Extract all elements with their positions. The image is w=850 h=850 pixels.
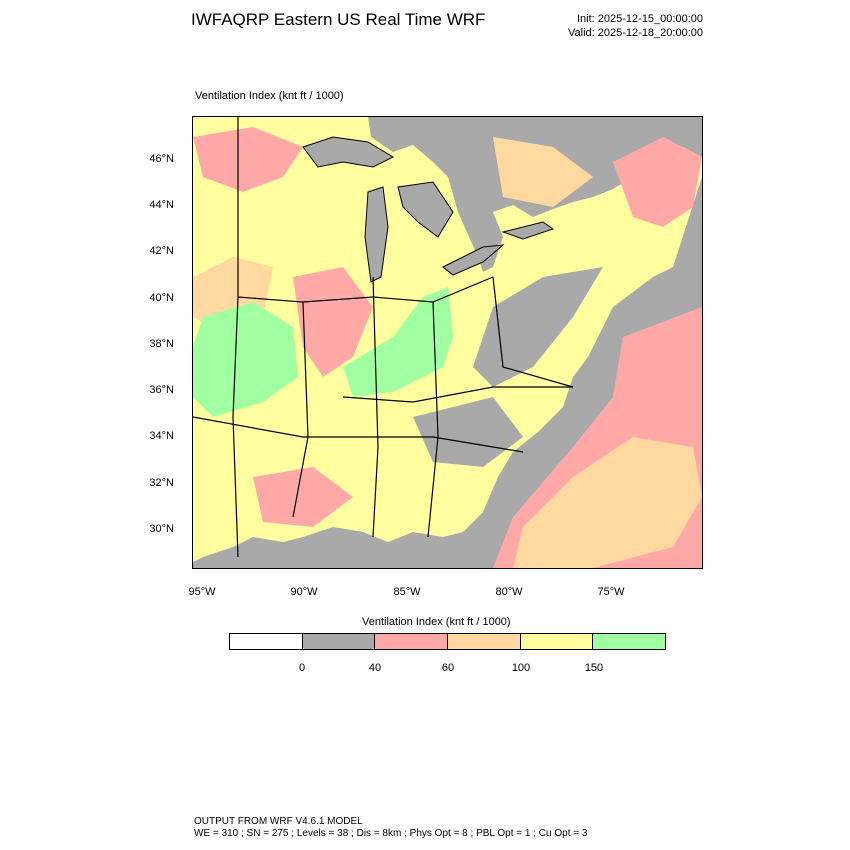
lat-label-46n: 46°N — [149, 153, 174, 165]
lon-label-95w: 95°W — [188, 586, 216, 598]
lake-ontario — [501, 221, 555, 240]
lat-label-44n: 44°N — [149, 199, 174, 211]
lat-label-30n: 30°N — [149, 523, 174, 535]
lat-label-34n: 34°N — [149, 430, 174, 442]
state-boundaries — [193, 117, 574, 558]
colorbar-label-40: 40 — [368, 662, 382, 674]
vi-0-40-southeast — [413, 397, 523, 467]
colorbar-label-0: 0 — [298, 662, 306, 674]
vi-40-60-northwest — [193, 127, 303, 192]
colorbar-segment-6 — [593, 634, 666, 649]
colorbar — [229, 633, 666, 650]
colorbar-title: Ventilation Index (knt ft / 1000) — [362, 616, 511, 628]
lon-label-80w: 80°W — [495, 586, 523, 598]
footer-model-line: OUTPUT FROM WRF V4.6.1 MODEL — [194, 816, 363, 827]
colorbar-label-150: 150 — [584, 662, 604, 674]
lon-label-90w: 90°W — [290, 586, 318, 598]
vi-40-60-central — [293, 267, 373, 377]
colorbar-segment-1 — [230, 634, 303, 649]
lake-michigan — [364, 186, 389, 283]
vi-60-100-canada — [493, 137, 593, 207]
vi-0-40-appalachian — [473, 267, 603, 387]
colorbar-segment-2 — [302, 634, 376, 649]
vi-150-plus-missouri — [193, 302, 298, 417]
lat-label-32n: 32°N — [149, 477, 174, 489]
colorbar-label-100: 100 — [511, 662, 531, 674]
vi-60-100-atlantic — [513, 437, 702, 568]
vi-150-plus-kentucky — [343, 287, 453, 397]
colorbar-label-60: 60 — [441, 662, 455, 674]
valid-time: Valid: 2025-12-18_20:00:00 — [568, 27, 703, 39]
lat-label-38n: 38°N — [149, 338, 174, 350]
field-label: Ventilation Index (knt ft / 1000) — [195, 90, 344, 102]
ventilation-index-map — [192, 116, 703, 569]
colorbar-segment-4 — [448, 634, 521, 649]
map-canvas — [193, 117, 702, 568]
footer-config-line: WE = 310 ; SN = 275 ; Levels = 38 ; Dis … — [194, 828, 588, 839]
vi-40-60-northeast — [613, 137, 702, 227]
colorbar-segment-3 — [375, 634, 449, 649]
lake-erie — [442, 244, 505, 276]
lon-label-75w: 75°W — [597, 586, 625, 598]
lake-huron — [397, 181, 454, 238]
init-time: Init: 2025-12-15_00:00:00 — [577, 13, 703, 25]
lat-label-42n: 42°N — [149, 245, 174, 257]
lat-label-40n: 40°N — [149, 292, 174, 304]
vi-40-60-south — [253, 467, 353, 527]
lake-superior — [302, 136, 395, 168]
colorbar-segment-5 — [520, 634, 594, 649]
chart-title: IWFAQRP Eastern US Real Time WRF — [191, 10, 486, 29]
lat-label-36n: 36°N — [149, 384, 174, 396]
lon-label-85w: 85°W — [393, 586, 421, 598]
